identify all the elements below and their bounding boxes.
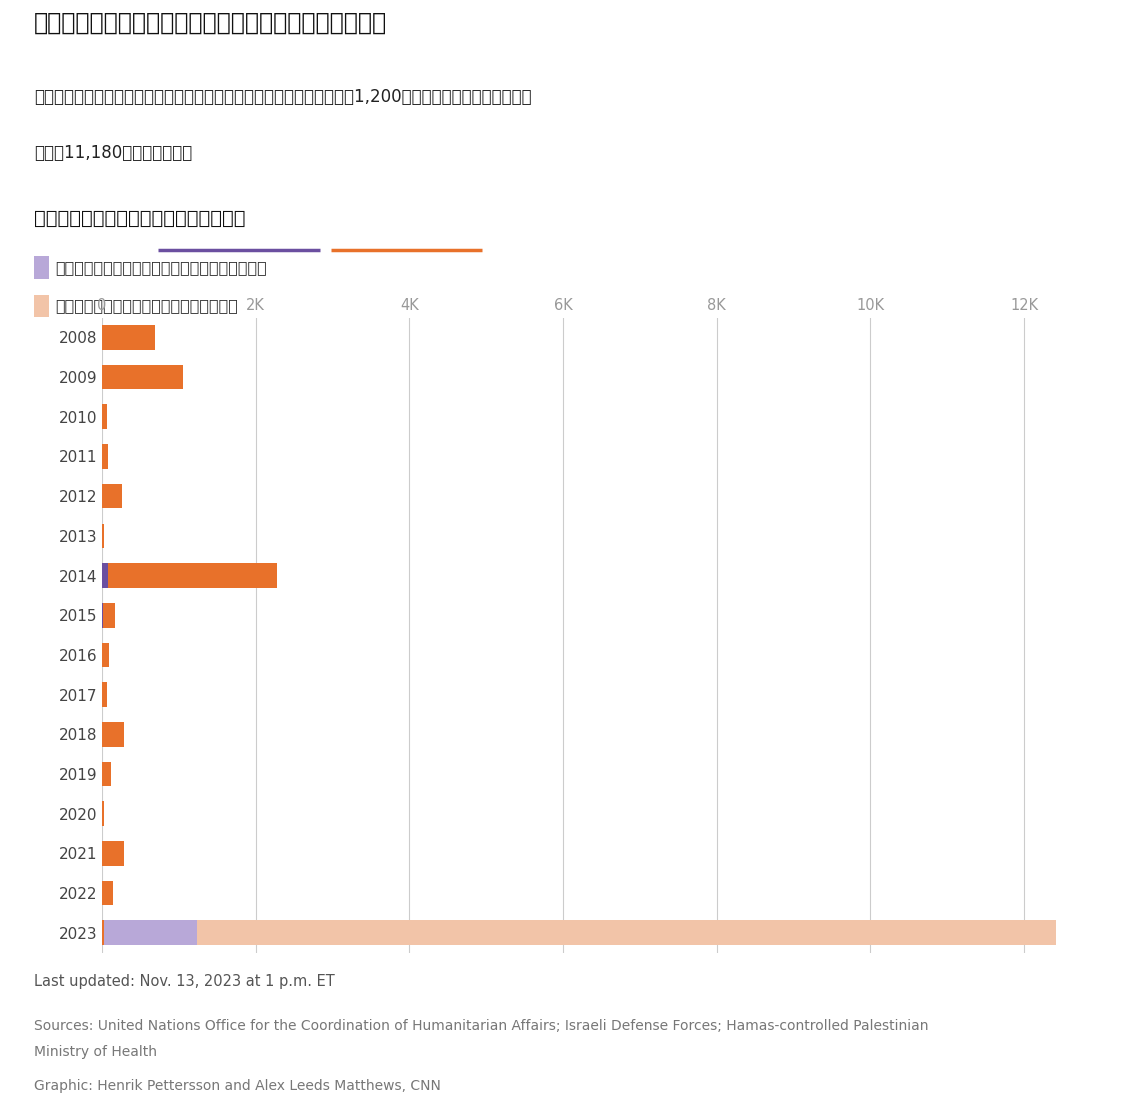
Bar bbox=[108, 563, 277, 588]
Bar bbox=[102, 880, 112, 906]
Text: Graphic: Henrik Pettersson and Alex Leeds Matthews, CNN: Graphic: Henrik Pettersson and Alex Leed… bbox=[34, 1080, 440, 1093]
Text: Ministry of Health: Ministry of Health bbox=[34, 1045, 157, 1059]
Bar bbox=[102, 762, 111, 786]
Bar bbox=[196, 921, 1056, 945]
Bar bbox=[102, 921, 104, 945]
Text: １０月７日以降のイスラエルでの死者数（推定）: １０月７日以降のイスラエルでの死者数（推定） bbox=[56, 261, 268, 275]
Bar bbox=[102, 523, 104, 549]
Bar bbox=[102, 484, 121, 508]
Bar bbox=[102, 325, 155, 349]
Bar bbox=[104, 921, 196, 945]
Bar bbox=[102, 682, 107, 707]
Bar bbox=[102, 445, 108, 469]
Bar bbox=[34, 256, 49, 278]
Text: 双方の当局によると、直近の暴力では１１月１３日時点でイスラエルで1,200人以上が死亡し、ガザで少な: 双方の当局によると、直近の暴力では１１月１３日時点でイスラエルで1,200人以上… bbox=[34, 88, 531, 106]
Text: Last updated: Nov. 13, 2023 at 1 p.m. ET: Last updated: Nov. 13, 2023 at 1 p.m. ET bbox=[34, 975, 335, 989]
Text: 過去１５年間のイスラエル・パレスチナ紛争での死者数: 過去１５年間のイスラエル・パレスチナ紛争での死者数 bbox=[34, 11, 387, 35]
Bar bbox=[102, 802, 104, 826]
Bar bbox=[102, 841, 125, 866]
Bar bbox=[102, 643, 109, 667]
Bar bbox=[102, 365, 183, 390]
Text: 年間のイスラエルとパレスチナの死者数: 年間のイスラエルとパレスチナの死者数 bbox=[34, 209, 245, 228]
Bar bbox=[102, 563, 108, 588]
Bar bbox=[102, 722, 125, 747]
Text: １０月７日以降のガザでの死者数（推定）: １０月７日以降のガザでの死者数（推定） bbox=[56, 299, 238, 313]
Bar bbox=[102, 404, 107, 429]
Text: くとゃ11,180人が死亡した。: くとゃ11,180人が死亡した。 bbox=[34, 145, 192, 162]
Text: Sources: United Nations Office for the Coordination of Humanitarian Affairs; Isr: Sources: United Nations Office for the C… bbox=[34, 1018, 928, 1033]
Bar bbox=[34, 295, 49, 316]
Bar bbox=[102, 603, 115, 627]
